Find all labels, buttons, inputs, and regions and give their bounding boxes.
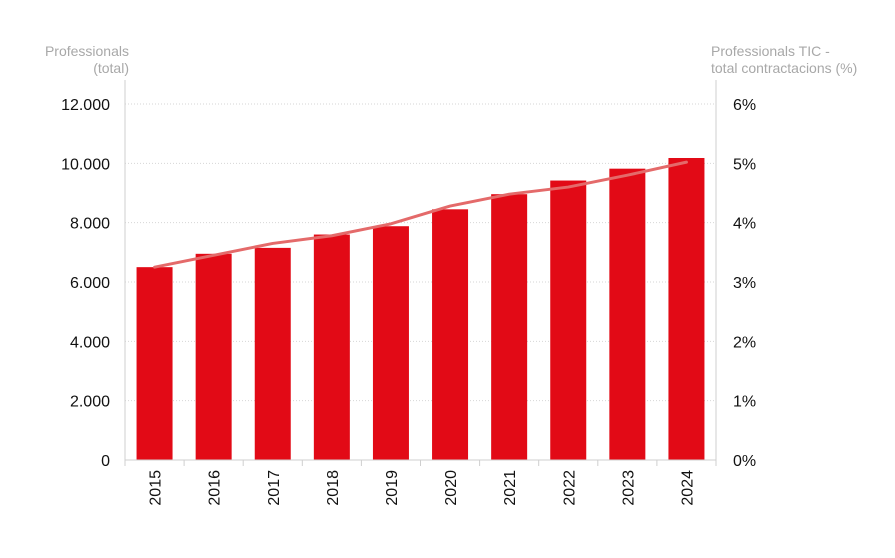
bar xyxy=(254,247,291,460)
x-tick-label: 2021 xyxy=(502,470,519,506)
line-series-path xyxy=(153,160,688,269)
tick-labels: 0 0% 2.000 1% 4.000 2% 6.000 3% 8.000 4% 10.000 5% 1… xyxy=(61,97,756,506)
left-tick-label: 0 xyxy=(101,453,110,470)
x-tick-label: 2020 xyxy=(443,470,460,506)
left-axis-title: Professionals (total) xyxy=(0,43,129,77)
bar xyxy=(136,267,173,460)
right-tick-label: 1% xyxy=(733,394,756,411)
bar xyxy=(313,234,350,460)
right-tick-label: 3% xyxy=(733,275,756,292)
right-tick-label: 2% xyxy=(733,334,756,351)
x-tick-label: 2018 xyxy=(325,470,342,506)
line-series xyxy=(153,160,688,269)
right-axis-title-line-2: total contractacions (%) xyxy=(711,60,858,76)
bar xyxy=(372,226,409,460)
right-tick-label: 4% xyxy=(733,216,756,233)
right-tick-label: 5% xyxy=(733,156,756,173)
x-tick-label: 2022 xyxy=(561,470,578,506)
left-tick-label: 2.000 xyxy=(70,394,110,411)
x-tick-label: 2019 xyxy=(384,470,401,506)
bar xyxy=(195,253,232,460)
left-tick-label: 10.000 xyxy=(61,156,110,173)
x-tick-label: 2016 xyxy=(207,470,224,506)
x-tick-label: 2024 xyxy=(679,470,696,506)
right-tick-label: 0% xyxy=(733,453,756,470)
right-axis-title-line-1: Professionals TIC - xyxy=(711,43,830,59)
bar xyxy=(491,194,528,461)
bar xyxy=(668,157,705,460)
left-axis-title-line-2: (total) xyxy=(93,60,129,76)
left-tick-label: 6.000 xyxy=(70,275,110,292)
left-tick-label: 12.000 xyxy=(61,97,110,114)
right-tick-label: 6% xyxy=(733,97,756,114)
x-tick-label: 2015 xyxy=(148,470,165,506)
x-tick-label: 2023 xyxy=(620,470,637,506)
x-tick-label: 2017 xyxy=(266,470,283,506)
bar xyxy=(550,180,587,461)
axes xyxy=(124,80,717,466)
right-axis-title: Professionals TIC - total contractacions… xyxy=(711,43,891,77)
bar xyxy=(609,168,646,460)
bars xyxy=(136,157,705,461)
left-tick-label: 8.000 xyxy=(70,216,110,233)
bar xyxy=(432,209,469,460)
left-tick-label: 4.000 xyxy=(70,334,110,351)
left-axis-title-line-1: Professionals xyxy=(44,43,129,59)
